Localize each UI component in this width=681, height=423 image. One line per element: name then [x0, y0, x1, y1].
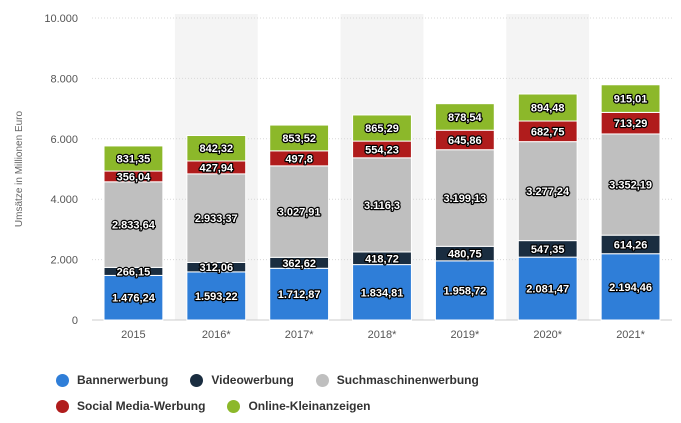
bar-segment-online-kleinanzeigen	[600, 84, 661, 113]
legend-label: Bannerwerbung	[77, 373, 169, 387]
data-label: 3.027,91	[278, 207, 321, 219]
legend-swatch	[315, 373, 329, 387]
x-tick-label: 2021*	[616, 329, 645, 341]
data-label: 3.352,19	[609, 180, 652, 192]
x-tick-label: 2017*	[285, 329, 314, 341]
legend: Bannerwerbung Videowerbung Suchmaschinenwe…	[56, 370, 656, 422]
bar-segment-online-kleinanzeigen	[103, 145, 164, 172]
data-label: 853,52	[282, 133, 316, 145]
x-tick-label: 2020*	[533, 329, 562, 341]
legend-item[interactable]: Videowerbung	[190, 370, 294, 390]
data-label: 915,01	[614, 94, 648, 106]
legend-item[interactable]: Bannerwerbung	[56, 370, 168, 390]
bar-segment-suchmaschinenwerbung	[269, 165, 330, 258]
bar-segment-suchmaschinenwerbung	[434, 149, 495, 247]
data-label: 1.712,87	[278, 289, 321, 301]
data-label: 554,23	[365, 144, 399, 156]
legend-label: Suchmaschinenwerbung	[336, 373, 479, 387]
data-label: 356,04	[117, 171, 152, 183]
bar-segment-suchmaschinenwerbung	[352, 157, 412, 253]
bar-segment-suchmaschinenwerbung	[103, 181, 164, 268]
y-tick-label: 4.000	[50, 194, 78, 206]
bar-segment-suchmaschinenwerbung	[517, 141, 578, 242]
legend-label: Online-Kleinanzeigen	[248, 399, 371, 413]
data-label: 3.277,24	[526, 186, 570, 198]
data-label: 2.933,37	[195, 213, 238, 225]
bar-segment-suchmaschinenwerbung	[600, 133, 661, 236]
data-label: 614,26	[614, 239, 648, 251]
bar-segment-online-kleinanzeigen	[352, 114, 412, 142]
bar-segment-suchmaschinenwerbung	[186, 173, 247, 263]
data-label: 362,62	[282, 258, 316, 270]
y-tick-label: 8.000	[50, 73, 78, 85]
data-label: 713,29	[614, 118, 648, 130]
data-label: 894,48	[531, 103, 565, 115]
y-tick-label: 10.000	[44, 13, 78, 25]
x-tick-label: 2018*	[368, 329, 397, 341]
data-label: 2.081,47	[526, 284, 569, 296]
x-tick-label: 2016*	[202, 329, 231, 341]
legend-swatch	[190, 373, 204, 387]
data-labels: 1.476,24 266,15 2.833,64 356,04 831,35 1.593,…	[111, 92, 653, 306]
bar-segment-bannerwerbung	[434, 260, 495, 321]
legend-swatch	[56, 399, 69, 413]
x-tick-label: 2015	[121, 329, 145, 341]
bar-segment-bannerwerbung	[103, 274, 164, 321]
data-label: 3.116,3	[364, 200, 400, 212]
data-label: 418,72	[365, 253, 399, 265]
bar-segment-online-kleinanzeigen	[269, 124, 330, 152]
y-axis-label: Umsätze in Millionen Euro	[14, 110, 25, 227]
bars	[103, 84, 661, 321]
data-label: 3.199,13	[443, 193, 486, 205]
legend-swatch	[56, 373, 69, 387]
bar-segment-online-kleinanzeigen	[186, 135, 247, 162]
bar-segment-bannerwerbung	[352, 264, 412, 321]
data-label: 682,75	[531, 126, 565, 138]
data-label: 1.593,22	[195, 291, 238, 303]
legend-swatch	[227, 399, 241, 413]
legend-item[interactable]: Social Media-Werbung	[56, 396, 205, 416]
y-axis-ticks: 0 2.000 4.000 6.000 8.000 10.000	[44, 13, 78, 327]
data-label: 2.194,46	[609, 282, 652, 294]
y-tick-label: 6.000	[50, 134, 78, 146]
data-label: 427,94	[199, 162, 234, 174]
x-axis-ticks: 2015 2016* 2017* 2018* 2019* 2020* 2021*	[121, 329, 645, 341]
y-tick-label: 2.000	[50, 255, 78, 267]
data-label: 497,8	[285, 153, 313, 165]
data-label: 878,54	[448, 112, 483, 124]
bar-segment-bannerwerbung	[269, 267, 330, 321]
data-label: 842,32	[199, 143, 233, 155]
data-label: 2.833,64	[112, 220, 156, 232]
bar-segment-online-kleinanzeigen	[434, 103, 495, 131]
bar-segment-bannerwerbung	[517, 256, 578, 321]
legend-item[interactable]: Suchmaschinenwerbung	[315, 370, 479, 390]
data-label: 312,06	[199, 262, 233, 274]
legend-item[interactable]: Online-Kleinanzeigen	[227, 396, 370, 416]
data-label: 480,75	[448, 249, 482, 261]
legend-label: Social Media-Werbung	[77, 399, 206, 413]
data-label: 645,86	[448, 135, 482, 147]
bar-segment-bannerwerbung	[600, 253, 661, 321]
data-label: 1.958,72	[443, 285, 486, 297]
data-label: 1.476,24	[112, 293, 156, 305]
data-label: 547,35	[531, 244, 565, 256]
y-tick-label: 0	[72, 315, 78, 327]
data-label: 266,15	[117, 266, 151, 278]
data-label: 831,35	[117, 153, 151, 165]
bar-segment-online-kleinanzeigen	[517, 93, 578, 122]
data-label: 865,29	[365, 123, 399, 135]
legend-label: Videowerbung	[211, 373, 294, 387]
x-tick-label: 2019*	[450, 329, 479, 341]
data-label: 1.834,81	[361, 287, 404, 299]
